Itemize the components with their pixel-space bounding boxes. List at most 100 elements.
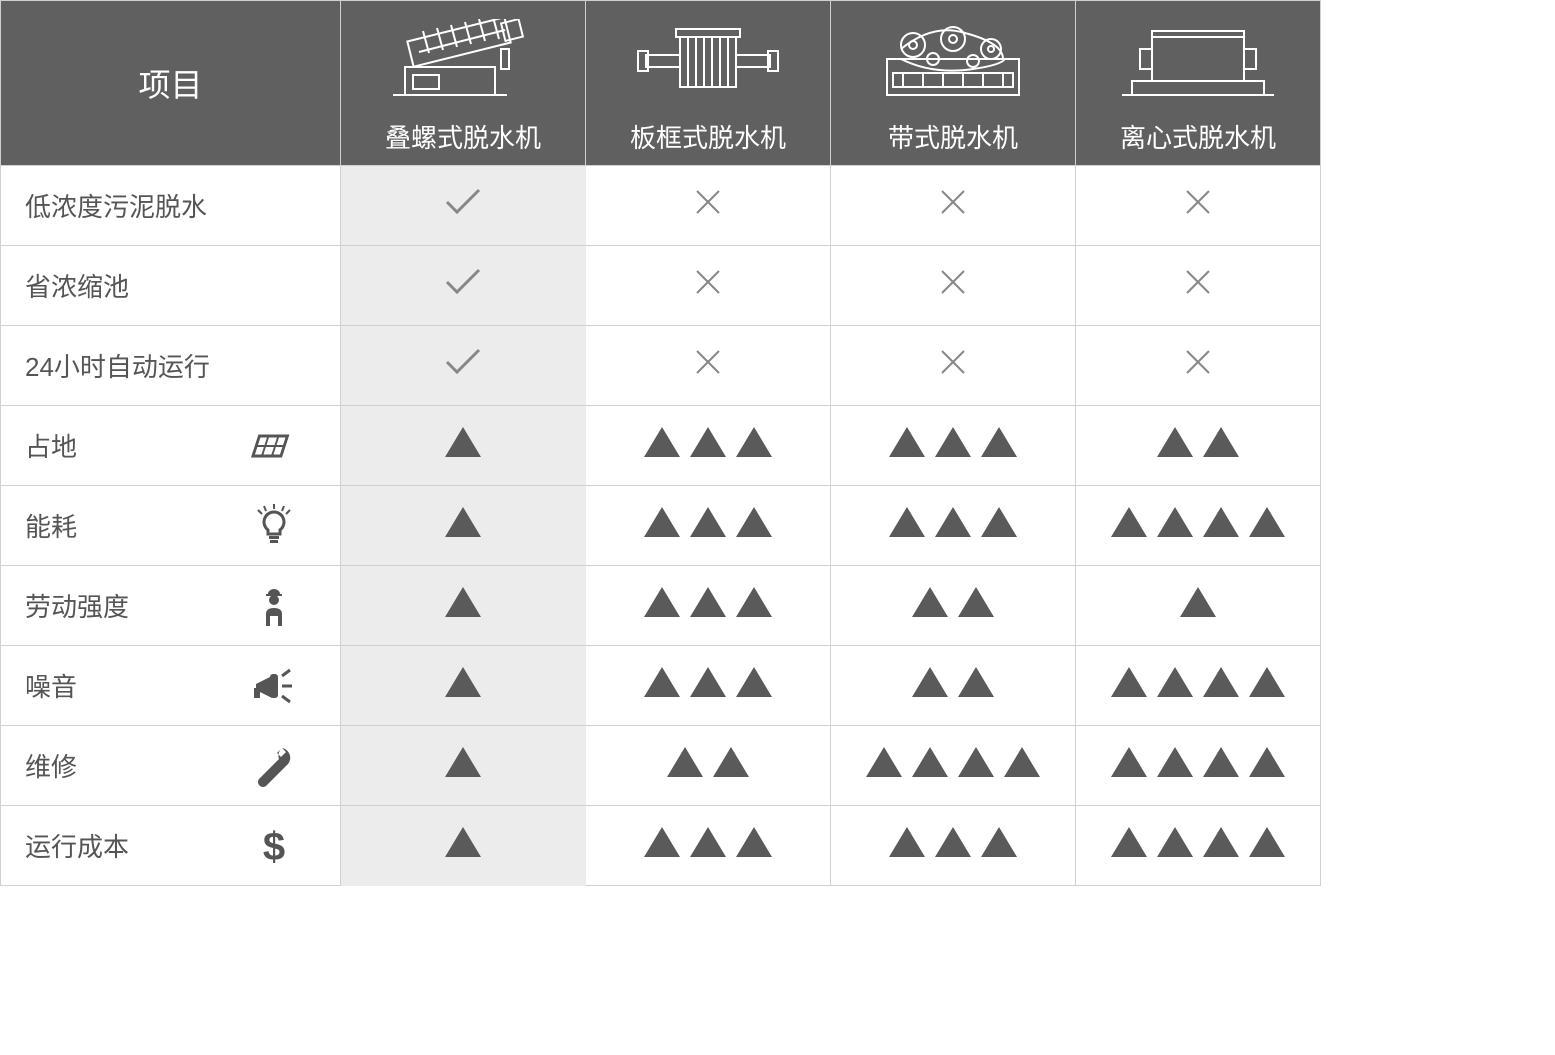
value-cell [341,406,586,486]
triangle-icon [981,827,1017,857]
centrifuge-icon [1118,19,1278,104]
value-cell [831,486,1076,566]
row-label: 维修 [25,747,77,784]
row-label-cell: 运行成本 [1,806,341,886]
table-row: 劳动强度 [1,566,1321,646]
row-label-cell: 占地 [1,406,341,486]
value-cell [831,806,1076,886]
value-cell [341,806,586,886]
triangle-icon [1111,507,1147,537]
table-row: 低浓度污泥脱水 [1,166,1321,246]
triangle-icon [1157,747,1193,777]
header-machine-3: 离心式脱水机 [1076,1,1321,166]
triangle-group [1111,507,1285,537]
triangle-icon [1157,827,1193,857]
triangle-icon [981,427,1017,457]
machine-label: 叠螺式脱水机 [385,118,541,155]
triangle-icon [644,427,680,457]
triangle-group [644,507,772,537]
triangle-icon [1157,507,1193,537]
row-label-cell: 维修 [1,726,341,806]
row-label-cell: 噪音 [1,646,341,726]
triangle-icon [644,587,680,617]
value-cell [341,166,586,246]
triangle-group [445,507,481,537]
table-row: 能耗 [1,486,1321,566]
cross-icon [939,346,967,384]
triangle-group [912,587,994,617]
triangle-icon [958,587,994,617]
value-cell [1076,246,1321,326]
cross-icon [1184,186,1212,224]
project-label: 项目 [1,60,340,106]
value-cell [341,326,586,406]
dollar-icon [249,821,299,871]
value-cell [586,646,831,726]
triangle-group [1111,827,1285,857]
triangle-icon [736,667,772,697]
row-label-cell: 能耗 [1,486,341,566]
value-cell [831,646,1076,726]
triangle-icon [889,507,925,537]
value-cell [586,566,831,646]
row-label: 占地 [25,427,77,464]
row-label: 24小时自动运行 [25,347,210,384]
triangle-icon [912,587,948,617]
triangle-icon [736,507,772,537]
triangle-icon [981,507,1017,537]
triangle-icon [644,827,680,857]
triangle-group [1111,667,1285,697]
megaphone-icon [249,661,299,711]
triangle-icon [1203,427,1239,457]
table-body: 低浓度污泥脱水省浓缩池 24小时自动运行占地能耗劳动强度噪音维修运行成本 [1,166,1321,886]
triangle-icon [1157,667,1193,697]
cross-icon [694,186,722,224]
table-row: 省浓缩池 [1,246,1321,326]
triangle-icon [935,507,971,537]
cross-icon [939,266,967,304]
header-machine-1: 板框式脱水机 [586,1,831,166]
triangle-group [1157,427,1239,457]
value-cell [586,486,831,566]
value-cell [1076,726,1321,806]
triangle-group [445,667,481,697]
value-cell [1076,566,1321,646]
header-project: 项目 [1,1,341,166]
triangle-group [889,507,1017,537]
bulb-icon [249,501,299,551]
comparison-table: 项目 叠螺式脱水机 板框式脱水机 带式脱水机 [0,0,1321,886]
triangle-icon [736,427,772,457]
triangle-icon [1203,667,1239,697]
value-cell [586,166,831,246]
triangle-group [445,427,481,457]
value-cell [341,246,586,326]
triangle-icon [1111,747,1147,777]
triangle-icon [713,747,749,777]
triangle-group [644,427,772,457]
triangle-icon [1111,667,1147,697]
value-cell [831,166,1076,246]
triangle-icon [889,827,925,857]
value-cell [586,806,831,886]
cross-icon [1184,266,1212,304]
triangle-icon [1249,827,1285,857]
header-machine-0: 叠螺式脱水机 [341,1,586,166]
check-icon [443,186,483,224]
triangle-icon [1203,507,1239,537]
value-cell [341,726,586,806]
table-row: 24小时自动运行 [1,326,1321,406]
value-cell [1076,486,1321,566]
triangle-icon [445,587,481,617]
triangle-icon [1157,427,1193,457]
triangle-icon [1203,747,1239,777]
check-icon [443,266,483,304]
triangle-group [644,827,772,857]
triangle-icon [1111,827,1147,857]
triangle-icon [736,587,772,617]
triangle-group [889,827,1017,857]
wrench-icon [249,741,299,791]
triangle-group [912,667,994,697]
value-cell [341,486,586,566]
triangle-icon [445,507,481,537]
value-cell [831,566,1076,646]
